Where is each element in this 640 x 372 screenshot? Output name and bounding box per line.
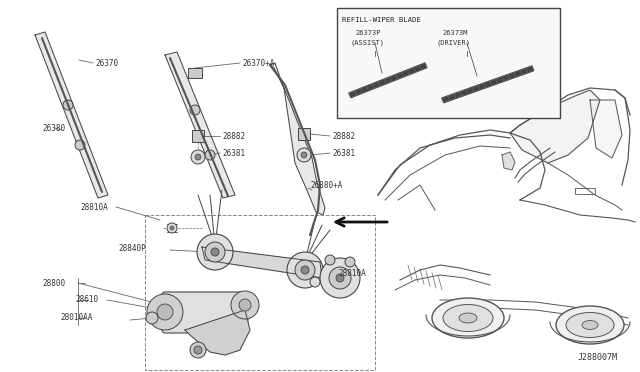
Ellipse shape xyxy=(566,312,614,337)
Ellipse shape xyxy=(556,306,624,344)
Text: 26380+A: 26380+A xyxy=(310,180,342,189)
Text: 28882: 28882 xyxy=(332,131,355,141)
Circle shape xyxy=(336,274,344,282)
Text: 28010AA: 28010AA xyxy=(60,314,92,323)
Circle shape xyxy=(205,150,215,160)
Bar xyxy=(298,128,310,140)
Circle shape xyxy=(211,248,219,256)
Circle shape xyxy=(297,148,311,162)
Ellipse shape xyxy=(443,305,493,331)
Circle shape xyxy=(231,291,259,319)
Circle shape xyxy=(310,277,320,287)
Circle shape xyxy=(301,152,307,158)
Text: REFILL-WIPER BLADE: REFILL-WIPER BLADE xyxy=(342,17,420,23)
Circle shape xyxy=(190,342,206,358)
Polygon shape xyxy=(165,52,235,198)
Circle shape xyxy=(205,242,225,262)
Text: 28610: 28610 xyxy=(75,295,98,305)
Text: 28810A: 28810A xyxy=(80,202,108,212)
Text: 26373M: 26373M xyxy=(442,30,467,36)
Text: 28882: 28882 xyxy=(222,131,245,141)
Circle shape xyxy=(195,154,201,160)
Circle shape xyxy=(191,150,205,164)
Circle shape xyxy=(287,252,323,288)
Circle shape xyxy=(194,346,202,354)
Polygon shape xyxy=(510,90,600,163)
Circle shape xyxy=(239,299,251,311)
Ellipse shape xyxy=(582,321,598,330)
Polygon shape xyxy=(202,247,322,278)
Circle shape xyxy=(63,100,73,110)
Circle shape xyxy=(75,140,85,150)
Circle shape xyxy=(170,226,174,230)
Text: (ASSIST): (ASSIST) xyxy=(351,40,385,46)
Text: 26381: 26381 xyxy=(222,148,245,157)
Polygon shape xyxy=(270,63,325,215)
Text: 28840P: 28840P xyxy=(118,244,146,253)
Bar xyxy=(188,68,202,78)
Circle shape xyxy=(197,234,233,270)
Text: 26373P: 26373P xyxy=(355,30,381,36)
Circle shape xyxy=(147,294,183,330)
Polygon shape xyxy=(349,63,427,98)
Circle shape xyxy=(167,223,177,233)
Circle shape xyxy=(157,304,173,320)
Polygon shape xyxy=(442,66,534,103)
Circle shape xyxy=(320,258,360,298)
Ellipse shape xyxy=(432,298,504,338)
Polygon shape xyxy=(590,100,622,158)
Polygon shape xyxy=(35,32,108,198)
Text: J288007M: J288007M xyxy=(578,353,618,362)
Text: 26381: 26381 xyxy=(332,148,355,157)
Circle shape xyxy=(301,266,309,274)
Text: (DRIVER): (DRIVER) xyxy=(437,40,471,46)
Circle shape xyxy=(329,267,351,289)
Ellipse shape xyxy=(459,313,477,323)
Bar xyxy=(337,8,560,118)
Bar xyxy=(192,130,204,142)
Text: 26370: 26370 xyxy=(95,58,118,67)
Circle shape xyxy=(345,257,355,267)
Polygon shape xyxy=(185,310,250,355)
Polygon shape xyxy=(502,152,515,170)
Circle shape xyxy=(146,312,158,324)
Text: 26380: 26380 xyxy=(42,124,65,132)
Text: 26370+A: 26370+A xyxy=(242,58,275,67)
Circle shape xyxy=(295,260,315,280)
Text: 28810A: 28810A xyxy=(338,269,365,278)
Circle shape xyxy=(190,105,200,115)
Circle shape xyxy=(325,255,335,265)
FancyBboxPatch shape xyxy=(162,292,248,333)
Text: 28800: 28800 xyxy=(42,279,65,288)
